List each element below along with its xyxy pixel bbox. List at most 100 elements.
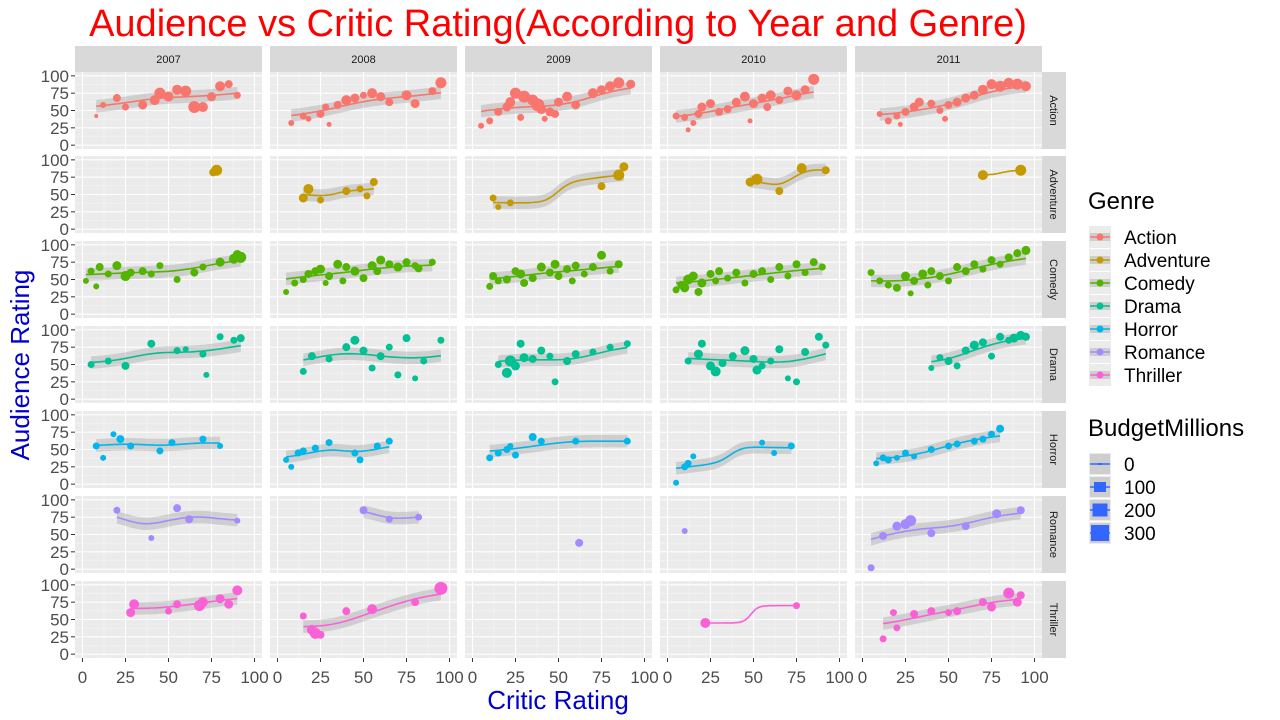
x-tick-label: 25 xyxy=(116,668,135,687)
panel-thriller-2010 xyxy=(660,581,847,658)
data-point xyxy=(796,163,807,174)
data-point xyxy=(546,352,554,360)
data-point xyxy=(172,84,183,95)
data-point xyxy=(978,338,987,347)
data-point xyxy=(197,102,208,113)
x-tick-label: 75 xyxy=(787,668,806,687)
facet-strip-action xyxy=(1042,72,1066,149)
data-point xyxy=(613,77,625,89)
data-point xyxy=(435,77,447,89)
data-point xyxy=(93,283,100,290)
data-point xyxy=(236,334,245,343)
data-point xyxy=(325,439,333,447)
data-point xyxy=(1003,587,1015,599)
data-point xyxy=(1003,77,1014,88)
data-point xyxy=(715,267,724,276)
panel-drama-2007 xyxy=(75,326,262,403)
x-tick-label: 0 xyxy=(78,668,87,687)
data-point xyxy=(434,581,448,595)
y-tick-label: 0 xyxy=(60,645,69,664)
data-point xyxy=(528,274,537,283)
data-point xyxy=(215,81,226,92)
data-point xyxy=(207,92,217,102)
x-tick-label: 50 xyxy=(354,668,373,687)
data-point xyxy=(110,431,117,438)
data-point xyxy=(165,607,172,615)
y-tick-label: 25 xyxy=(50,119,69,138)
legend-size-label: 0 xyxy=(1124,455,1135,476)
data-point xyxy=(936,107,944,114)
data-point xyxy=(575,538,584,547)
data-point xyxy=(792,260,801,269)
data-point xyxy=(977,84,988,95)
y-tick-label: 25 xyxy=(50,203,69,222)
data-point xyxy=(359,274,368,283)
panel-horror-2011 xyxy=(855,411,1042,488)
smooth-line xyxy=(498,346,628,363)
legend-title-budget: BudgetMillions xyxy=(1088,415,1244,442)
smooth-line xyxy=(489,440,628,452)
data-point xyxy=(901,449,909,457)
x-tick-label: 75 xyxy=(982,668,1001,687)
data-point xyxy=(385,260,394,269)
data-point xyxy=(597,182,606,191)
data-point xyxy=(685,127,691,133)
data-point xyxy=(129,599,140,610)
data-point xyxy=(605,81,616,92)
data-point xyxy=(501,367,512,378)
smooth-line xyxy=(676,91,814,118)
data-point xyxy=(684,459,692,467)
x-tick-label: 50 xyxy=(159,668,178,687)
confidence-band xyxy=(91,339,241,369)
panel-action-2008 xyxy=(270,72,457,149)
data-point xyxy=(116,435,125,444)
data-point xyxy=(126,608,136,618)
data-point xyxy=(879,635,887,643)
data-point xyxy=(619,162,629,172)
data-point xyxy=(914,97,924,107)
legend-label-horror: Horror xyxy=(1124,320,1179,341)
smooth-line xyxy=(480,87,631,113)
data-point xyxy=(517,113,525,121)
x-tick-label: 50 xyxy=(939,668,958,687)
data-point xyxy=(873,460,880,467)
data-point xyxy=(350,335,360,345)
data-point xyxy=(537,346,546,355)
data-point xyxy=(311,444,319,452)
data-point xyxy=(747,118,753,124)
smooth-line xyxy=(116,516,238,525)
smooth-line xyxy=(303,352,442,361)
data-point xyxy=(505,97,516,108)
data-point xyxy=(718,359,727,368)
smooth-line xyxy=(675,446,792,470)
data-point xyxy=(339,277,347,285)
data-point xyxy=(571,261,580,270)
data-point xyxy=(299,612,307,620)
data-point xyxy=(767,357,775,365)
x-tick-label: 25 xyxy=(506,668,525,687)
data-point xyxy=(793,378,801,386)
legend-key-adventure xyxy=(1096,256,1104,264)
data-point xyxy=(996,424,1005,433)
x-tick-label: 100 xyxy=(1020,668,1048,687)
panel-comedy-2007 xyxy=(75,241,262,318)
panel-drama-2011 xyxy=(855,326,1042,403)
data-point xyxy=(173,504,182,513)
facet-strip-comedy xyxy=(1042,241,1066,318)
facet-label-2009: 2009 xyxy=(546,54,570,66)
legend-label-adventure: Adventure xyxy=(1124,251,1211,272)
data-point xyxy=(783,86,793,96)
data-point xyxy=(350,93,360,103)
data-point xyxy=(156,447,164,455)
data-point xyxy=(199,350,207,358)
data-point xyxy=(87,267,95,275)
data-point xyxy=(918,269,928,279)
y-tick-label: 25 xyxy=(50,288,69,307)
data-point xyxy=(291,279,299,287)
data-point xyxy=(341,95,352,106)
y-tick-label: 25 xyxy=(50,628,69,647)
data-point xyxy=(927,267,936,276)
data-point xyxy=(623,340,631,348)
panel-action-2009 xyxy=(465,72,652,149)
